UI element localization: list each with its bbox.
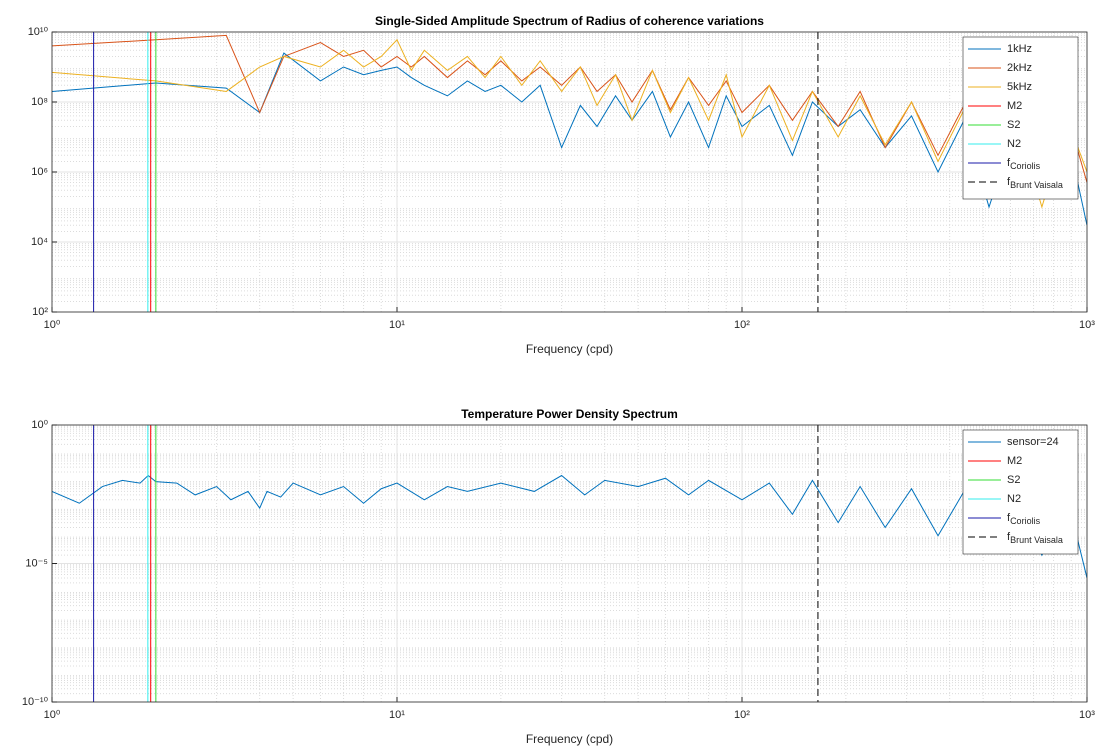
legend-label: 2kHz [1007, 62, 1032, 74]
axes-box [51, 31, 1088, 313]
legend-label: sensor=24 [1007, 436, 1059, 448]
legend-name: N2 [1007, 493, 1021, 505]
series-line [52, 52, 1087, 226]
y-tick-label: 10⁻⁵ [25, 557, 48, 569]
x-tick-label: 10² [734, 709, 750, 721]
legend-name: sensor=24 [1007, 436, 1059, 448]
legend-name: N2 [1007, 138, 1021, 150]
legend-name: f [1007, 531, 1011, 543]
legend-subscript: Brunt Vaisala [1010, 535, 1063, 545]
chart-title: Temperature Power Density Spectrum [461, 407, 678, 421]
series-line [52, 474, 1087, 579]
legend-label: fCoriolis [1007, 512, 1041, 526]
plot-lines [52, 32, 1087, 312]
legend-box [962, 36, 1079, 200]
legend-label: 5kHz [1007, 81, 1032, 93]
legend-box [962, 429, 1079, 555]
plot-lines [52, 425, 1087, 702]
legend-label: N2 [1007, 493, 1021, 505]
legend-subscript: Coriolis [1010, 516, 1041, 526]
y-tick-label: 10⁶ [31, 166, 48, 178]
legend-name: 5kHz [1007, 81, 1032, 93]
legend-name: M2 [1007, 100, 1022, 112]
legend-label: N2 [1007, 138, 1021, 150]
legend-name: f [1007, 157, 1011, 169]
x-tick-label: 10³ [1079, 709, 1095, 721]
y-tick-label: 10¹⁰ [28, 26, 49, 38]
x-tick-label: 10⁰ [44, 319, 61, 331]
y-tick-label: 10² [32, 306, 48, 318]
x-axis-label: Frequency (cpd) [526, 732, 613, 746]
legend-name: S2 [1007, 119, 1020, 131]
series-line [52, 38, 1087, 209]
x-tick-label: 10⁰ [44, 709, 61, 721]
x-tick-label: 10¹ [389, 709, 405, 721]
x-tick-label: 10¹ [389, 319, 405, 331]
legend-label: M2 [1007, 100, 1022, 112]
x-tick-label: 10³ [1079, 319, 1095, 331]
legend-label: S2 [1007, 474, 1020, 486]
legend-label: S2 [1007, 119, 1020, 131]
legend-name: 1kHz [1007, 43, 1032, 55]
legend-label: fCoriolis [1007, 157, 1041, 171]
legend-label: 1kHz [1007, 43, 1032, 55]
legend-label: M2 [1007, 455, 1022, 467]
legend-name: S2 [1007, 474, 1020, 486]
axes-box [51, 424, 1088, 703]
chart-title: Single-Sided Amplitude Spectrum of Radiu… [375, 14, 764, 28]
legend-label: fBrunt Vaisala [1007, 531, 1063, 545]
y-tick-label: 10⁻¹⁰ [22, 696, 49, 708]
legend-name: f [1007, 512, 1011, 524]
y-tick-label: 10⁴ [31, 236, 48, 248]
x-axis-label: Frequency (cpd) [526, 342, 613, 356]
y-tick-label: 10⁸ [31, 96, 48, 108]
legend-name: M2 [1007, 455, 1022, 467]
legend-name: 2kHz [1007, 62, 1032, 74]
legend-label: fBrunt Vaisala [1007, 176, 1063, 190]
x-tick-label: 10² [734, 319, 750, 331]
legend-subscript: Brunt Vaisala [1010, 180, 1063, 190]
legend-subscript: Coriolis [1010, 161, 1041, 171]
y-tick-label: 10⁰ [31, 419, 48, 431]
legend-name: f [1007, 176, 1011, 188]
